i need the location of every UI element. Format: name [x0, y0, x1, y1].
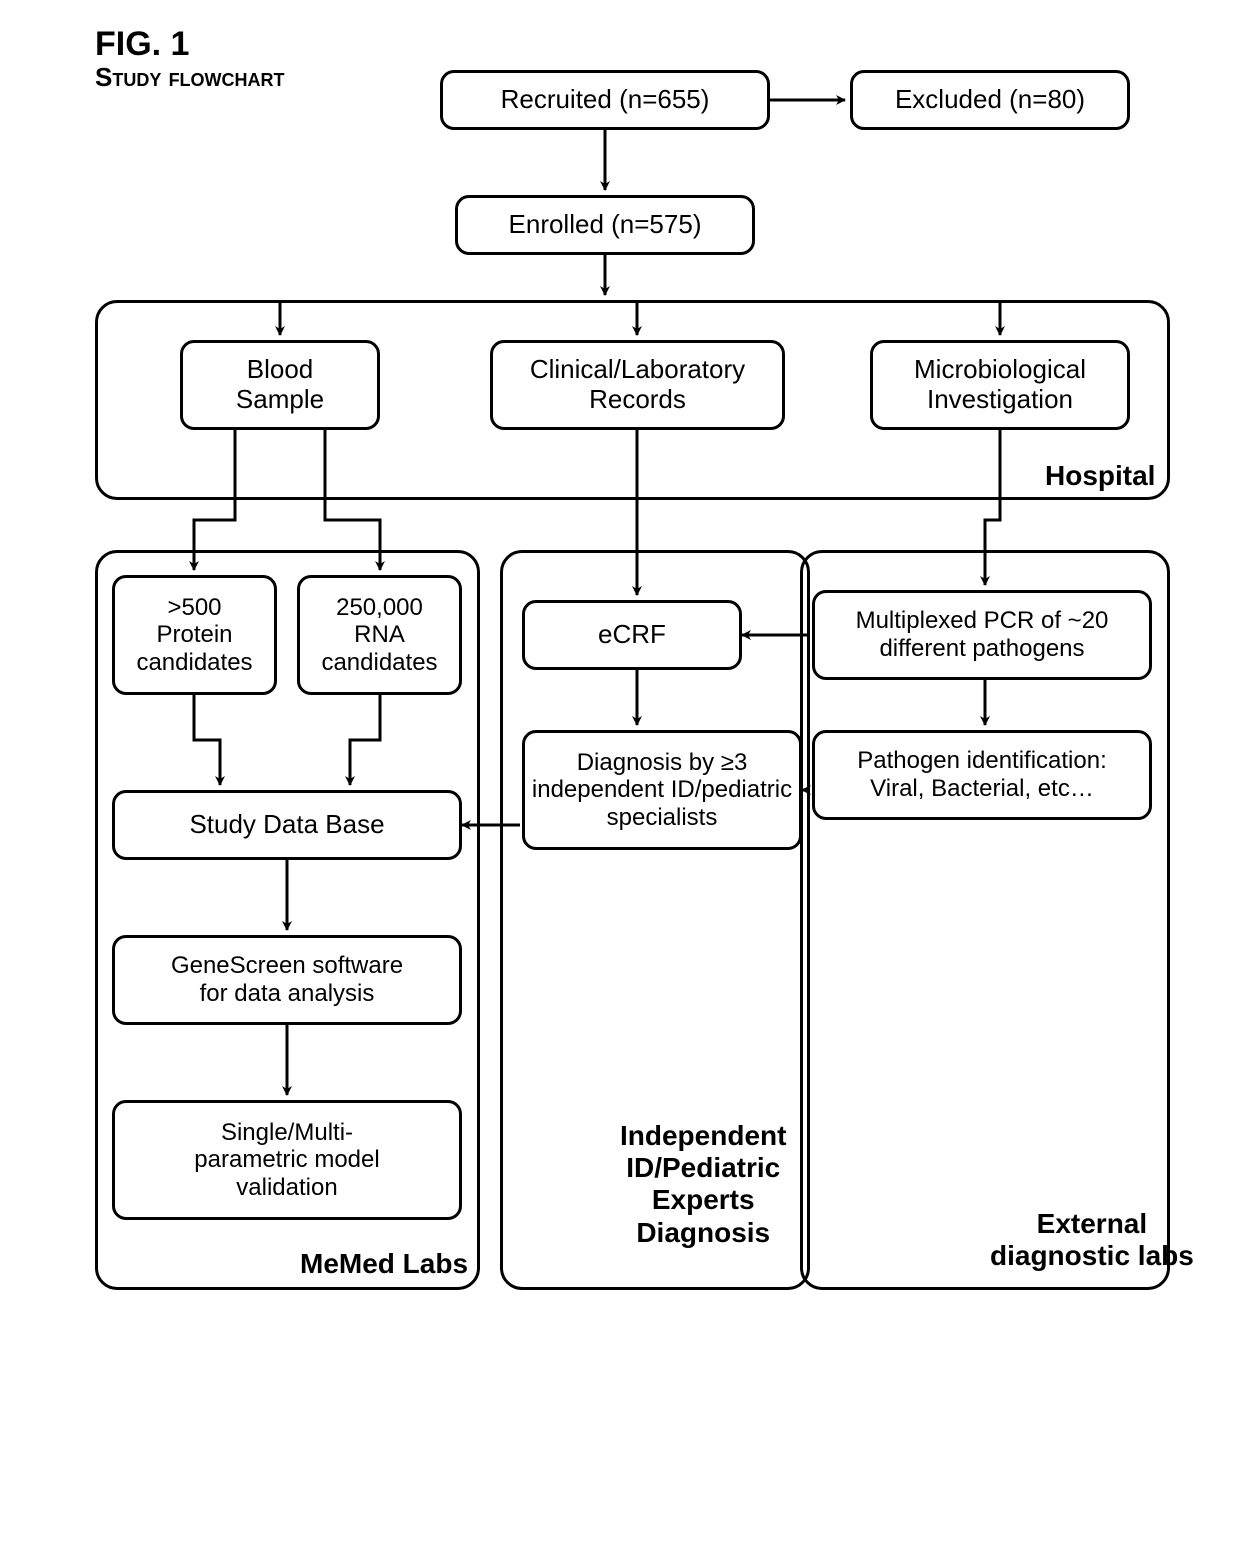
- node-diagnosis: Diagnosis by ≥3 independent ID/pediatric…: [522, 730, 802, 850]
- node-pcr: Multiplexed PCR of ~20 different pathoge…: [812, 590, 1152, 680]
- node-recruited: Recruited (n=655): [440, 70, 770, 130]
- node-enrolled: Enrolled (n=575): [455, 195, 755, 255]
- node-model: Single/Multi- parametric model validatio…: [112, 1100, 462, 1220]
- node-protein: >500 Protein candidates: [112, 575, 277, 695]
- node-genescreen: GeneScreen software for data analysis: [112, 935, 462, 1025]
- node-blood: Blood Sample: [180, 340, 380, 430]
- node-clinical: Clinical/Laboratory Records: [490, 340, 785, 430]
- node-studydb: Study Data Base: [112, 790, 462, 860]
- node-ecrf: eCRF: [522, 600, 742, 670]
- study-flowchart: FIG. 1 Study flowchart Hospital MeMed La…: [0, 0, 1240, 1567]
- node-pathogen: Pathogen identification: Viral, Bacteria…: [812, 730, 1152, 820]
- group-experts-label: Independent ID/Pediatric Experts Diagnos…: [620, 1120, 786, 1249]
- node-rna: 250,000 RNA candidates: [297, 575, 462, 695]
- node-micro: Microbiological Investigation: [870, 340, 1130, 430]
- figure-title: FIG. 1: [95, 25, 189, 64]
- group-external-label: External diagnostic labs: [990, 1208, 1194, 1272]
- figure-subtitle: Study flowchart: [95, 62, 285, 93]
- node-excluded: Excluded (n=80): [850, 70, 1130, 130]
- group-memed-label: MeMed Labs: [300, 1248, 468, 1280]
- group-hospital-label: Hospital: [1045, 460, 1155, 492]
